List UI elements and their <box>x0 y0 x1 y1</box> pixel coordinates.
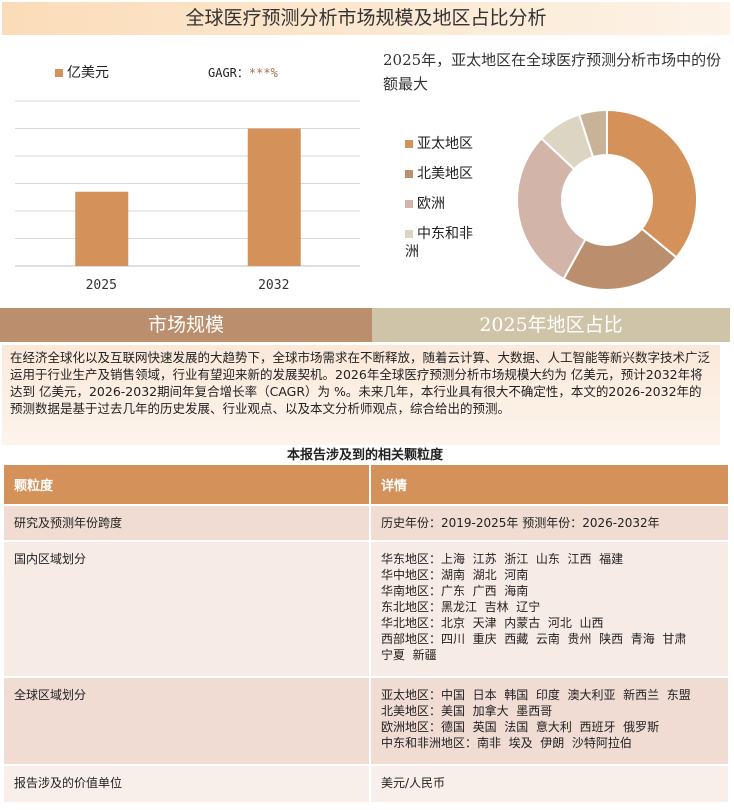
legend-label: 亚太地区 <box>417 136 473 152</box>
row-label: 研究及预测年份跨度 <box>2 504 371 542</box>
detail-line: 华东地区：上海 江苏 浙江 山东 江西 福建 <box>381 552 624 566</box>
detail-line: 历史年份：2019-2025年 预测年份：2026-2032年 <box>381 516 660 530</box>
bar-2025 <box>75 191 129 266</box>
legend-swatch <box>405 140 413 148</box>
detail-line: 中东和非洲地区：南非 埃及 伊朗 沙特阿拉伯 <box>381 736 632 750</box>
table-row: 报告涉及的价值单位 美元/人民币 <box>2 764 730 804</box>
detail-line: 欧洲地区：德国 英国 法国 意大利 西班牙 俄罗斯 <box>381 720 660 734</box>
legend-label: 中东和非洲 <box>405 226 473 260</box>
row-label: 全球区域划分 <box>2 676 371 766</box>
slice-other <box>577 108 608 159</box>
slice-亚太地区 <box>606 108 698 259</box>
table-row: 国内区域划分 华东地区：上海 江苏 浙江 山东 江西 福建 华中地区：湖南 湖北 河… <box>2 540 730 678</box>
bar-legend: 亿美元 <box>55 62 109 82</box>
gagr-label: GAGR：***% <box>208 64 278 81</box>
gagr-text: GAGR： <box>208 66 249 80</box>
x-tick-label: 2025 <box>86 278 117 293</box>
table-row: 全球区域划分 亚太地区：中国 日本 韩国 印度 澳大利亚 新西兰 东盟 北美地区：美… <box>2 676 730 766</box>
tab-region-share[interactable]: 2025年地区占比 <box>372 308 730 342</box>
detail-line: 宁夏 新疆 <box>381 648 437 662</box>
table-row: 研究及预测年份跨度 历史年份：2019-2025年 预测年份：2026-2032年 <box>2 504 730 542</box>
legend-label: 亿美元 <box>67 65 109 81</box>
detail-line: 西部地区：四川 重庆 西藏 云南 贵州 陕西 青海 甘肃 <box>381 632 687 646</box>
header-details: 详情 <box>369 463 730 506</box>
pie-title: 2025年，亚太地区在全球医疗预测分析市场中的份额最大 <box>383 51 722 93</box>
pie-legend-item: 欧洲 <box>405 195 485 213</box>
pie-legend-item: 亚太地区 <box>405 135 485 153</box>
table-title: 本报告涉及到的相关颗粒度 <box>286 448 443 463</box>
granularity-table: 颗粒度 详情 研究及预测年份跨度 历史年份：2019-2025年 预测年份：2026… <box>2 463 730 804</box>
legend-swatch <box>405 230 413 238</box>
row-label: 国内区域划分 <box>2 540 371 678</box>
detail-line: 北美地区：美国 加拿大 墨西哥 <box>381 704 553 718</box>
legend-swatch <box>55 69 63 77</box>
row-details: 历史年份：2019-2025年 预测年份：2026-2032年 <box>369 504 730 542</box>
slice-欧洲 <box>516 136 587 281</box>
row-details: 美元/人民币 <box>369 764 730 804</box>
pie-legend-item: 中东和非洲 <box>405 225 485 261</box>
row-details: 亚太地区：中国 日本 韩国 印度 澳大利亚 新西兰 东盟 北美地区：美国 加拿大 … <box>369 676 730 766</box>
gagr-value: ***% <box>248 66 278 80</box>
tab-market-size[interactable]: 市场规模 <box>0 308 372 342</box>
detail-line: 东北地区：黑龙江 吉林 辽宁 <box>381 600 541 614</box>
donut-chart <box>516 108 698 291</box>
legend-swatch <box>405 170 413 178</box>
bar-chart: 2025 2032 <box>15 100 360 293</box>
pie-legend: 亚太地区北美地区欧洲中东和非洲 <box>405 135 485 273</box>
legend-swatch <box>405 200 413 208</box>
bar-2032 <box>247 128 301 266</box>
page-title: 全球医疗预测分析市场规模及地区占比分析 <box>2 2 730 35</box>
detail-line: 华南地区：广东 广西 海南 <box>381 584 529 598</box>
header-granularity: 颗粒度 <box>2 463 371 506</box>
detail-line: 美元/人民币 <box>381 776 446 790</box>
pie-legend-item: 北美地区 <box>405 165 485 183</box>
x-tick-label: 2032 <box>258 278 289 293</box>
detail-line: 华北地区：北京 天津 内蒙古 河北 山西 <box>381 616 604 630</box>
description-paragraph: 在经济全球化以及互联网快速发展的大趋势下，全球市场需求在不断释放，随着云计算、大… <box>2 345 720 445</box>
detail-line: 华中地区：湖南 湖北 河南 <box>381 568 529 582</box>
row-details: 华东地区：上海 江苏 浙江 山东 江西 福建 华中地区：湖南 湖北 河南 华南地区：… <box>369 540 730 678</box>
legend-label: 北美地区 <box>417 166 473 182</box>
row-label: 报告涉及的价值单位 <box>2 764 371 804</box>
detail-line: 亚太地区：中国 日本 韩国 印度 澳大利亚 新西兰 东盟 <box>381 688 691 702</box>
legend-label: 欧洲 <box>417 196 445 212</box>
